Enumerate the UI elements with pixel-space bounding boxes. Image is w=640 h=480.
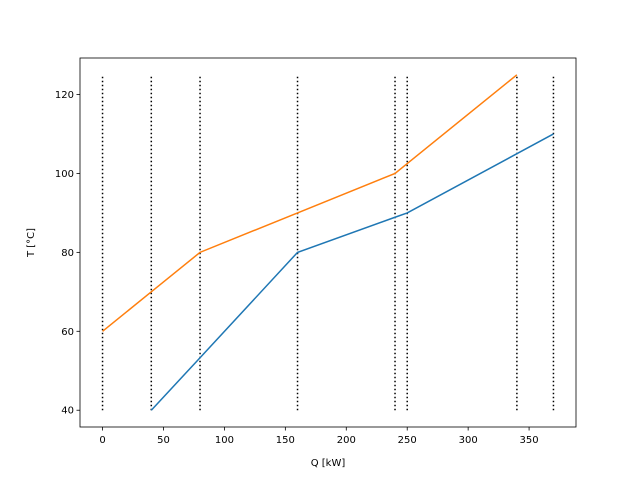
x-tick-label: 300 (459, 435, 478, 446)
y-tick-label: 120 (55, 90, 74, 101)
x-tick-label: 350 (520, 435, 539, 446)
y-tick-label: 60 (61, 327, 74, 338)
x-tick-label: 50 (157, 435, 170, 446)
x-tick-label: 200 (337, 435, 356, 446)
axes-frame (79, 57, 577, 428)
series-line (150, 133, 554, 411)
y-tick-label: 100 (55, 169, 74, 180)
y-tick-label: 40 (61, 406, 74, 417)
x-tick-label: 0 (99, 435, 105, 446)
y-axis-label: T [°C] (26, 228, 37, 258)
x-axis-label: Q [kW] (311, 458, 346, 469)
y-tick-label: 80 (61, 248, 74, 259)
x-tick-label: 100 (215, 435, 234, 446)
x-tick-label: 150 (276, 435, 295, 446)
x-tick-label: 250 (398, 435, 417, 446)
series-line (102, 74, 518, 332)
